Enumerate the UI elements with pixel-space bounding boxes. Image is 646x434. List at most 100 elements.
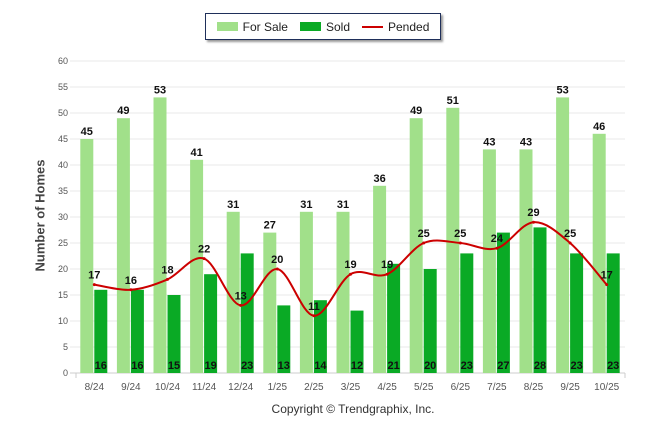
bar-sold bbox=[350, 310, 364, 373]
pended-point bbox=[568, 241, 572, 245]
pended-data-label: 19 bbox=[344, 259, 356, 271]
copyright: Copyright © Trendgraphix, Inc. bbox=[271, 402, 435, 416]
bar-sold bbox=[204, 274, 218, 373]
pended-point bbox=[385, 272, 389, 276]
x-tick-label: 11/24 bbox=[192, 382, 217, 393]
legend-item-sold[interactable]: Sold bbox=[299, 19, 350, 34]
for-sale-data-label: 31 bbox=[300, 199, 312, 211]
for-sale-data-label: 45 bbox=[81, 126, 93, 138]
bar-sold bbox=[94, 289, 108, 373]
bar-for-sale bbox=[519, 149, 533, 373]
for-sale-data-label: 51 bbox=[447, 95, 459, 107]
sold-data-label: 13 bbox=[278, 360, 290, 372]
pended-point bbox=[239, 303, 243, 307]
x-tick-label: 3/25 bbox=[341, 382, 361, 393]
for-sale-data-label: 31 bbox=[337, 199, 349, 211]
for-sale-data-label: 53 bbox=[154, 84, 166, 96]
bar-for-sale bbox=[153, 97, 167, 374]
x-tick-label: 9/24 bbox=[121, 382, 141, 393]
pended-data-label: 19 bbox=[381, 259, 393, 271]
pended-point bbox=[495, 246, 499, 250]
bar-for-sale bbox=[446, 107, 460, 374]
bar-sold bbox=[606, 253, 620, 373]
pended-data-label: 18 bbox=[161, 264, 173, 276]
sold-data-label: 23 bbox=[461, 360, 473, 372]
pended-data-label: 25 bbox=[564, 228, 576, 240]
pended-point bbox=[275, 267, 279, 271]
x-tick-label: 7/25 bbox=[487, 382, 507, 393]
pended-data-label: 17 bbox=[88, 270, 100, 282]
legend-label: Pended bbox=[388, 19, 430, 34]
sold-data-label: 16 bbox=[131, 360, 143, 372]
pended-point bbox=[532, 220, 535, 224]
y-tick-label: 40 bbox=[58, 160, 68, 170]
pended-data-label: 13 bbox=[235, 290, 247, 302]
bar-for-sale bbox=[116, 118, 130, 373]
x-tick-label: 1/25 bbox=[268, 382, 288, 393]
sold-data-label: 20 bbox=[424, 360, 436, 372]
x-tick-label: 6/25 bbox=[451, 382, 471, 393]
for-sale-data-label: 36 bbox=[373, 173, 385, 185]
pended-point bbox=[202, 257, 206, 261]
bar-for-sale bbox=[336, 211, 350, 373]
y-tick-label: 50 bbox=[58, 108, 68, 118]
y-axis-title: Number of Homes bbox=[32, 159, 48, 272]
for-sale-data-label: 41 bbox=[190, 147, 202, 159]
bar-sold bbox=[167, 295, 181, 373]
y-tick-label: 5 bbox=[63, 342, 68, 352]
x-tick-label: 2/25 bbox=[304, 382, 324, 393]
for-sale-swatch bbox=[216, 22, 238, 31]
for-sale-data-label: 43 bbox=[483, 136, 495, 148]
pended-point bbox=[166, 277, 169, 281]
legend-label: Sold bbox=[325, 19, 350, 34]
sold-data-label: 15 bbox=[168, 360, 180, 372]
legend-item-for-sale[interactable]: For Sale bbox=[216, 20, 288, 34]
x-tick-label: 4/25 bbox=[377, 382, 397, 393]
for-sale-data-label: 31 bbox=[227, 199, 239, 211]
sold-data-label: 12 bbox=[351, 360, 363, 372]
pended-data-label: 11 bbox=[308, 301, 320, 313]
sold-data-label: 16 bbox=[95, 360, 107, 372]
bar-for-sale bbox=[226, 211, 240, 373]
bar-for-sale bbox=[373, 185, 387, 373]
bar-sold bbox=[313, 300, 327, 373]
bar-for-sale bbox=[190, 159, 204, 373]
pended-data-label: 20 bbox=[271, 254, 283, 266]
y-tick-label: 15 bbox=[58, 290, 68, 300]
bar-sold bbox=[460, 253, 474, 373]
legend-item-pended[interactable]: Pended bbox=[362, 20, 429, 34]
bar-for-sale bbox=[592, 133, 606, 373]
bar-sold bbox=[423, 269, 437, 373]
bar-sold bbox=[533, 227, 547, 373]
bar-sold bbox=[240, 253, 254, 373]
pended-data-label: 29 bbox=[527, 207, 539, 219]
x-tick-label: 8/25 bbox=[524, 382, 544, 393]
bar-sold bbox=[130, 289, 144, 373]
pended-data-label: 16 bbox=[125, 275, 137, 287]
sold-swatch bbox=[299, 22, 321, 31]
pended-line bbox=[94, 221, 608, 317]
y-tick-label: 20 bbox=[58, 264, 68, 274]
x-tick-label: 5/25 bbox=[414, 382, 434, 393]
y-tick-label: 0 bbox=[63, 368, 68, 378]
y-tick-label: 35 bbox=[58, 186, 68, 196]
pended-point bbox=[422, 241, 426, 245]
x-tick-label: 10/24 bbox=[155, 382, 180, 393]
for-sale-data-label: 53 bbox=[556, 84, 568, 96]
bar-sold bbox=[570, 253, 584, 373]
pended-point bbox=[458, 241, 462, 245]
bar-for-sale bbox=[556, 97, 570, 374]
bar-for-sale bbox=[80, 139, 94, 373]
x-tick-label: 9/25 bbox=[560, 382, 580, 393]
pended-point bbox=[312, 314, 316, 318]
pended-point bbox=[92, 283, 96, 287]
bar-for-sale bbox=[299, 211, 313, 373]
sold-data-label: 23 bbox=[607, 360, 619, 372]
bar-sold bbox=[387, 263, 401, 373]
for-sale-data-label: 46 bbox=[593, 121, 605, 133]
sold-data-label: 14 bbox=[314, 360, 327, 372]
bar-for-sale bbox=[409, 118, 423, 373]
bar-for-sale bbox=[263, 232, 277, 373]
bar-sold bbox=[277, 305, 291, 373]
